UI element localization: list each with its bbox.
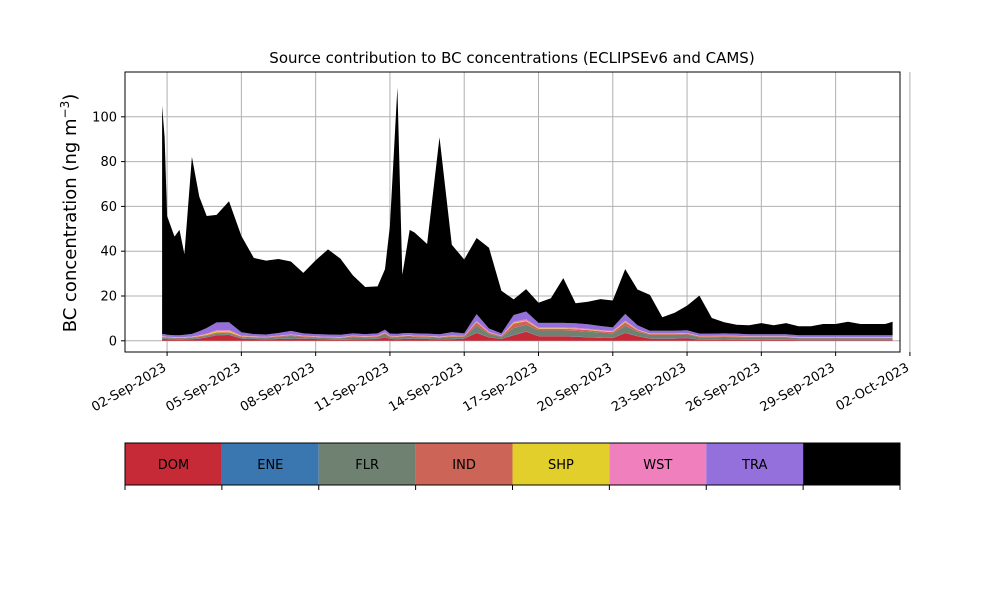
area-dom — [162, 331, 893, 341]
legend-swatch-ene — [221, 443, 319, 485]
legend-label-wst: WST — [643, 458, 672, 473]
y-tick-label: 40 — [100, 245, 117, 260]
y-tick-label: 20 — [100, 290, 117, 305]
legend-label-ind: IND — [452, 458, 476, 473]
legend-swatch-wst — [609, 443, 707, 485]
legend-label-ene: ENE — [257, 458, 283, 473]
legend-swatch-ind — [415, 443, 513, 485]
y-tick-label: 100 — [92, 110, 117, 125]
y-axis-label-main: BC concentration (ng m — [60, 118, 81, 332]
area-tra — [162, 311, 893, 338]
y-tick-label: 60 — [100, 200, 117, 215]
legend-label-tra: TRA — [741, 458, 767, 473]
area-ind — [162, 321, 893, 339]
y-tick-label: 0 — [109, 334, 117, 349]
legend-label-flr: FLR — [355, 458, 379, 473]
y-axis-label: BC concentration (ng m−3) — [58, 94, 81, 333]
stacked-areas — [162, 87, 893, 341]
y-tick-label: 80 — [100, 155, 117, 170]
plot-frame — [124, 71, 901, 353]
chart-title: Source contribution to BC concentrations… — [269, 49, 754, 67]
legend-label-dom: DOM — [158, 458, 189, 473]
legend-colorbar: DOM ENE FLR IND SHP WST TRA BB — [124, 442, 901, 490]
legend-label-shp: SHP — [548, 458, 574, 473]
legend-swatch-shp — [512, 443, 610, 485]
area-flr — [162, 324, 893, 340]
area-bb — [162, 87, 893, 336]
y-axis-label-close: ) — [60, 94, 81, 101]
y-axis: 0 20 40 60 80 100 — [92, 110, 125, 349]
legend-swatch-bb — [803, 443, 900, 485]
y-axis-label-exponent: −3 — [58, 101, 72, 119]
legend-swatch-flr — [318, 443, 416, 485]
legend-swatch-tra — [706, 443, 804, 485]
legend-label-bb: BB — [843, 458, 861, 473]
legend-swatch-dom — [125, 443, 222, 485]
